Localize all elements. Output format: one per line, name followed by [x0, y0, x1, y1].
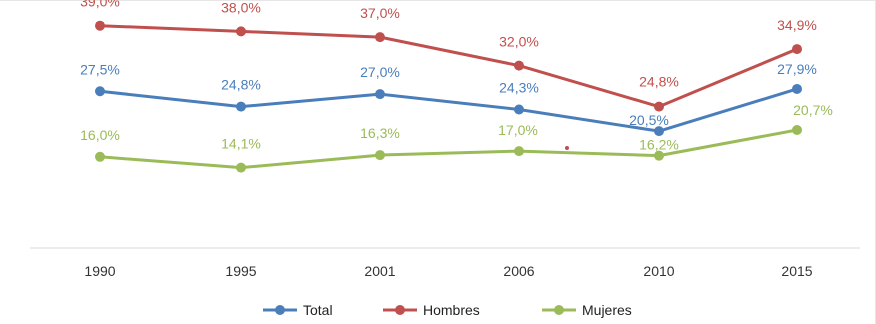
x-tick-label-2006: 2006 [503, 263, 534, 279]
data-label-mujeres-2010: 16,2% [639, 137, 679, 153]
point-mujeres-2001 [375, 150, 385, 161]
x-tick-label-1995: 1995 [225, 263, 256, 279]
series-line-hombres [99, 24, 798, 109]
data-label-mujeres-1995: 14,1% [221, 136, 261, 152]
data-label-hombres-2010: 24,8% [639, 74, 679, 90]
data-label-mujeres-2006: 17,0% [498, 122, 538, 138]
legend-swatch-marker-mujeres [554, 305, 564, 315]
legend-swatch-marker-hombres [395, 305, 405, 315]
point-total-2015 [792, 83, 802, 94]
point-total-2001 [375, 89, 385, 100]
point-total-1995 [236, 101, 246, 112]
data-label-total-1995: 24,8% [221, 77, 261, 93]
legend-item-total: Total [263, 302, 333, 318]
point-mujeres-1990 [95, 151, 105, 162]
legend-swatch-marker-total [275, 305, 285, 315]
x-tick-label-2010: 2010 [643, 263, 674, 279]
point-mujeres-2015 [792, 125, 802, 136]
data-label-total-1990: 27,5% [80, 61, 120, 77]
data-label-hombres-2006: 32,0% [499, 34, 539, 50]
x-tick-label-2001: 2001 [364, 263, 395, 279]
data-label-hombres-1990: 39,0% [80, 0, 120, 10]
point-mujeres-1995 [236, 162, 246, 173]
point-total-2006 [514, 104, 524, 115]
point-hombres-1995 [236, 26, 246, 37]
point-hombres-2006 [514, 60, 524, 71]
point-mujeres-2006 [514, 146, 524, 157]
data-label-total-2015: 27,9% [777, 61, 817, 77]
legend-label-mujeres: Mujeres [582, 302, 632, 318]
point-hombres-2001 [375, 32, 385, 43]
series-line-total [99, 87, 798, 133]
data-label-mujeres-1990: 16,0% [80, 127, 120, 143]
legend-label-hombres: Hombres [423, 302, 480, 318]
point-mujeres-2010 [654, 150, 664, 161]
data-label-total-2001: 27,0% [360, 64, 400, 80]
point-total-1990 [95, 86, 105, 97]
point-hombres-1990 [95, 20, 105, 31]
stray-dot [565, 146, 569, 150]
data-label-hombres-2001: 37,0% [360, 5, 400, 21]
point-hombres-2015 [792, 44, 802, 55]
data-label-hombres-2015: 34,9% [777, 17, 817, 33]
data-label-hombres-1995: 38,0% [221, 0, 261, 15]
legend-item-mujeres: Mujeres [542, 302, 632, 318]
data-label-total-2010: 20,5% [629, 112, 669, 128]
legend-item-hombres: Hombres [383, 302, 480, 318]
point-total-2010 [654, 126, 664, 137]
data-label-mujeres-2001: 16,3% [360, 125, 400, 141]
legend-label-total: Total [303, 302, 333, 318]
x-tick-label-1990: 1990 [84, 263, 115, 279]
x-tick-label-2015: 2015 [781, 263, 812, 279]
data-label-total-2006: 24,3% [499, 79, 539, 95]
series-line-mujeres [99, 128, 798, 170]
point-hombres-2010 [654, 101, 664, 112]
data-label-mujeres-2015: 20,7% [793, 102, 833, 118]
